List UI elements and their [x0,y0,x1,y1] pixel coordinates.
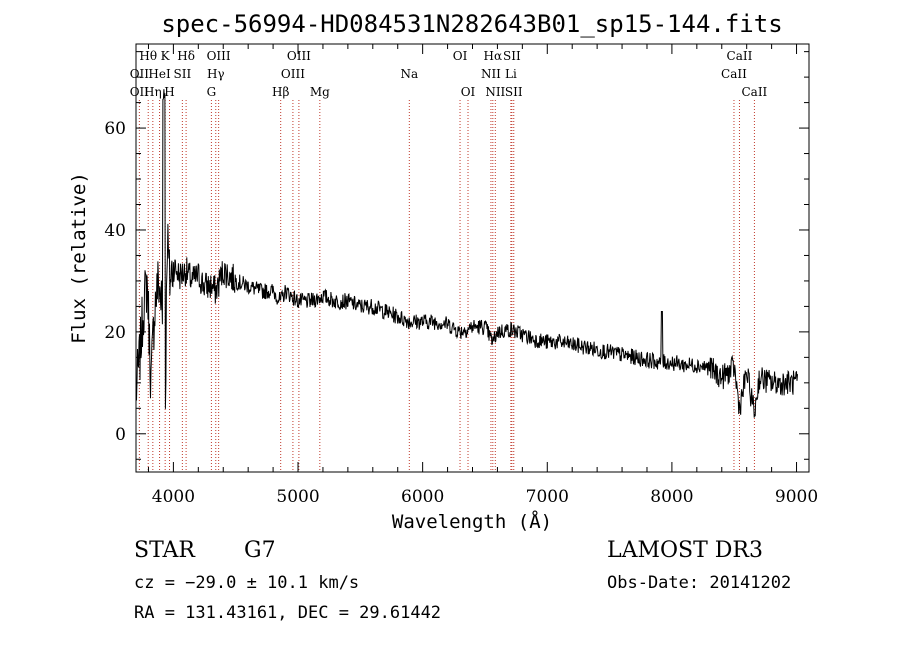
x-axis-ticks: 4000 5000 6000 7000 8000 9000 [147,44,818,507]
x-tick-label: 8000 [650,487,693,507]
line-marker-label: CaII [721,67,747,81]
line-marker-label: CaII [727,49,753,63]
line-marker-label: Hγ [207,67,225,81]
plot-frame [135,43,810,473]
x-tick-label: 5000 [276,487,319,507]
line-marker-label: HeI [148,67,171,81]
line-marker-label: OIII [287,49,311,63]
y-tick-label: 0 [115,425,126,445]
line-marker-label: Na [400,67,418,81]
object-subclass: G7 [244,538,276,563]
chart-title: spec-56994-HD084531N282643B01_sp15-144.f… [161,10,782,38]
line-marker-label: Hα [484,49,503,63]
line-markers [138,100,755,472]
x-tick-label: 9000 [775,487,818,507]
y-tick-label: 60 [104,119,126,139]
line-marker-label: OIII [207,49,231,63]
observation-date: Obs-Date: 20141202 [607,573,792,593]
line-marker-label: K [161,49,171,63]
line-marker-label: Mg [310,85,330,99]
line-marker-label: Hθ [139,49,157,63]
y-axis-ticks: 0 20 40 60 [104,51,809,460]
line-marker-label: Li [505,67,517,81]
line-marker-label: OI [461,85,476,99]
line-marker-label: OI [453,49,468,63]
y-axis-label: Flux (relative) [68,172,90,344]
line-marker-label: H [164,85,174,99]
line-marker-label: OIII [281,67,305,81]
spectrum-line [135,89,798,418]
line-marker-label: NII [481,67,501,81]
x-axis-label: Wavelength (Å) [392,510,552,533]
y-tick-label: 20 [104,323,126,343]
line-marker-label: Hδ [177,49,195,63]
line-marker-label: G [207,85,217,99]
line-marker-label: SII [503,49,521,63]
line-marker-labels: Hθ OII OII K HeI Hη H Hδ SII OIII Hγ G OIII OIII Hβ Mg N… [130,49,768,99]
line-marker-label: CaII [741,85,767,99]
line-marker-label: SII [174,67,192,81]
line-marker-label: Hη [144,85,162,99]
object-class: STAR [134,538,195,563]
line-marker-label: Hβ [272,85,289,99]
line-marker-label: NII [485,85,505,99]
x-tick-label: 7000 [526,487,569,507]
line-marker-label: OII [130,67,150,81]
coordinates: RA = 131.43161, DEC = 29.61442 [134,603,442,623]
survey-name: LAMOST DR3 [607,538,763,563]
line-marker-label: OII [130,85,150,99]
x-tick-label: 4000 [152,487,195,507]
redshift-velocity: cz = −29.0 ± 10.1 km/s [134,573,360,593]
line-marker-label: SII [505,85,523,99]
y-tick-label: 40 [104,221,126,241]
x-tick-label: 6000 [401,487,444,507]
